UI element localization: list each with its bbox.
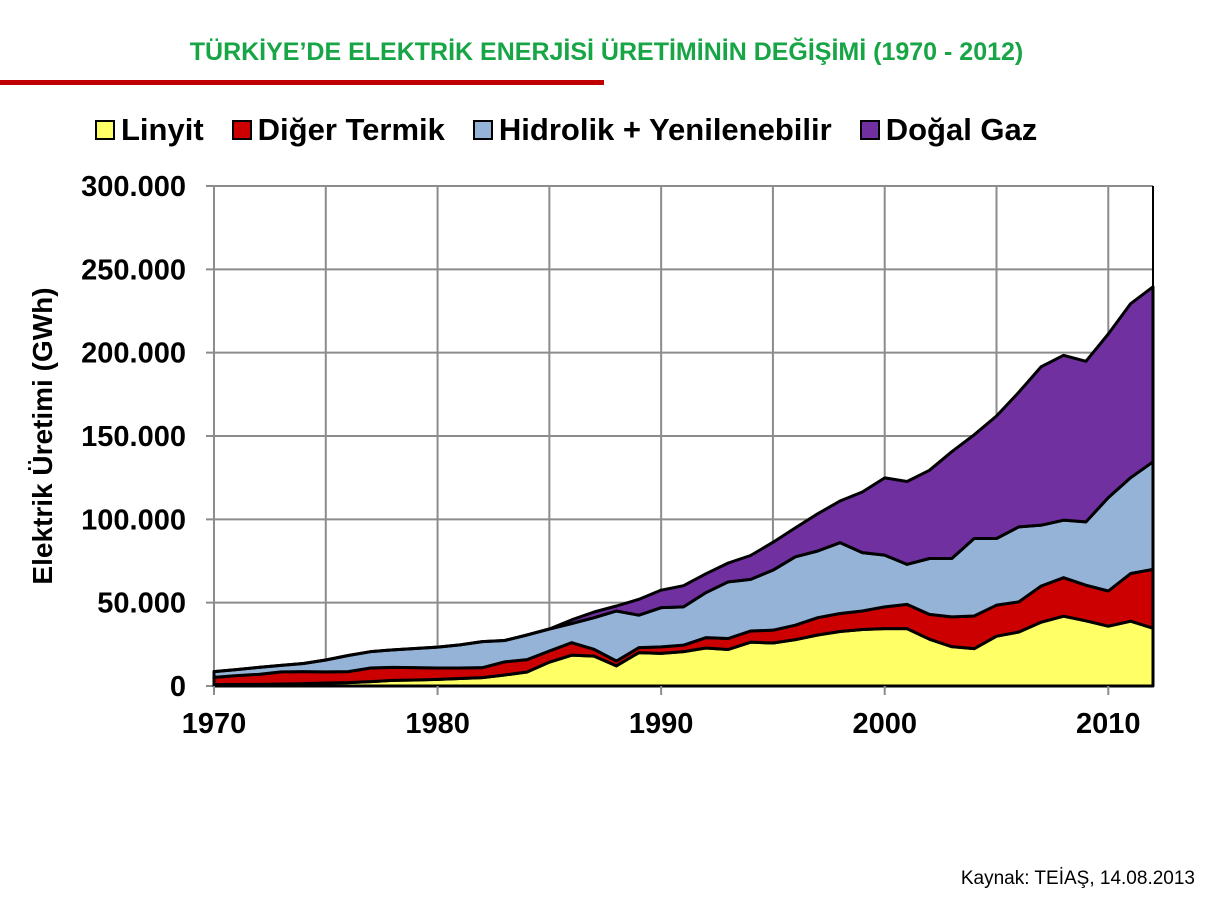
y-tick-label: 100.000: [81, 504, 186, 536]
x-tick-label: 1980: [405, 708, 470, 740]
axes: 0 50.000 100.000 150.000 200.000 250.000 300.0…: [81, 171, 1154, 740]
legend-swatch: [231, 120, 252, 140]
legend-label: Hidrolik + Yenilenebilir: [498, 112, 832, 147]
y-tick-label: 150.000: [81, 421, 186, 453]
legend-swatch: [472, 120, 493, 140]
y-tick-label: 300.000: [81, 171, 186, 203]
legend-item-dogal-gaz: Doğal Gaz: [859, 112, 1038, 148]
legend-label: Diğer Termik: [257, 112, 445, 147]
legend-item-linyit: Linyit: [95, 112, 204, 148]
y-tick-label: 50.000: [97, 588, 186, 620]
y-tick-label: 0: [170, 671, 186, 703]
area-series: [212, 285, 1155, 688]
y-axis-label: Elektrik Üretimi (GWh): [27, 287, 58, 584]
legend-swatch: [95, 120, 115, 140]
legend: Linyit Diğer Termik Hidrolik + Yenileneb…: [95, 112, 1037, 148]
legend-swatch: [859, 120, 880, 140]
title-underline: [0, 80, 604, 85]
y-tick-label: 200.000: [81, 338, 186, 370]
x-tick-label: 1970: [182, 708, 247, 740]
x-tick-label: 2000: [852, 708, 917, 740]
source-note: Kaynak: TEİAŞ, 14.08.2013: [960, 868, 1195, 889]
chart-title: TÜRKİYE’DE ELEKTRİK ENERJİSİ ÜRETİMİNİN …: [189, 38, 1024, 66]
x-tick-label: 2010: [1076, 708, 1141, 740]
legend-label: Doğal Gaz: [885, 112, 1038, 147]
legend-item-hidrolik: Hidrolik + Yenilenebilir: [472, 112, 832, 148]
y-tick-label: 250.000: [81, 254, 186, 286]
x-tick-label: 1990: [629, 708, 694, 740]
legend-item-diger-termik: Diğer Termik: [231, 112, 445, 148]
legend-label: Linyit: [121, 112, 204, 147]
